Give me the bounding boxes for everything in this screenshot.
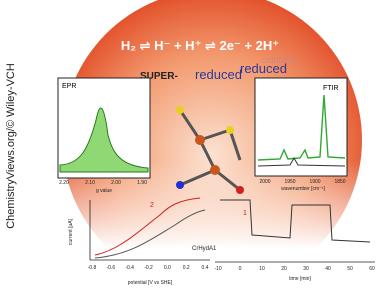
cv-tick-label: -0.4 <box>125 265 134 271</box>
ftir-spectrum-ref <box>257 156 346 167</box>
cv-tick-label: 0.2 <box>183 265 190 271</box>
plot-axes <box>89 200 375 263</box>
chrono-trace <box>220 199 371 243</box>
ftir-tick-label: 1950 <box>284 179 295 185</box>
chrono-tick-label: 60 <box>369 266 375 272</box>
ftir-spectrum <box>257 94 346 161</box>
cv-xlabel: potential [V vs SHE] <box>128 280 173 286</box>
chrono-tick-label: 20 <box>281 266 287 272</box>
state-super-reduced: reduced <box>195 67 242 82</box>
atom-fe <box>210 165 220 175</box>
chrono-tick-label: 30 <box>303 266 309 272</box>
molecule <box>178 109 242 192</box>
epr-tick-label: 1.90 <box>137 180 147 186</box>
cv-tick-label: 0.0 <box>164 265 171 271</box>
cv-ylabel: current [µA] <box>68 218 74 245</box>
atom-fe <box>195 135 205 145</box>
atom-s <box>176 106 184 114</box>
ftir-xlabel: wavenumber [cm⁻¹] <box>281 186 325 192</box>
cv-tick-label: -0.8 <box>88 265 97 271</box>
cv-tick-label: -0.2 <box>144 265 153 271</box>
cv-tick-label: 0.4 <box>202 265 209 271</box>
epr-spectrum <box>59 107 149 173</box>
epr-tick-label: 2.10 <box>85 180 95 186</box>
chrono-tick-label: 40 <box>325 266 331 272</box>
state-oxidized: oxidized <box>262 55 295 65</box>
ftir-tick-label: 1850 <box>334 179 345 185</box>
ftir-tick-label: 2000 <box>259 179 270 185</box>
epr-xlabel: g value <box>96 188 112 194</box>
atom-o <box>236 186 244 194</box>
ftir-panel <box>254 77 348 177</box>
cv-marker: 1 <box>243 210 247 217</box>
state-reduced: reduced <box>240 61 287 76</box>
epr-tick-label: 2.00 <box>111 180 121 186</box>
cv-marker: 2 <box>150 202 154 209</box>
chrono-tick-label: -10 <box>214 266 221 272</box>
chrono-tick-label: 0 <box>239 266 242 272</box>
cv-label: CrHydA1 <box>192 246 217 252</box>
chrono-tick-label: 10 <box>259 266 265 272</box>
ftir-tick-label: 1900 <box>309 179 320 185</box>
watermark: ChemistryViews.org/© Wiley-VCH <box>5 63 17 229</box>
atom-n <box>176 181 184 189</box>
ftir-title: FTIR <box>323 85 339 92</box>
state-super: SUPER- <box>140 71 178 82</box>
equation: H₂ ⇌ H⁻ + H⁺ ⇌ 2e⁻ + 2H⁺ <box>121 38 279 53</box>
chrono-tick-label: 50 <box>347 266 353 272</box>
epr-title: EPR <box>62 83 76 90</box>
cv-tick-label: -0.6 <box>107 265 116 271</box>
epr-tick-label: 2.20 <box>59 180 69 186</box>
cv-trace <box>94 209 206 259</box>
cv-trace <box>94 197 201 256</box>
chrono-xlabel: time [min] <box>289 276 311 282</box>
atom-s <box>226 126 234 134</box>
